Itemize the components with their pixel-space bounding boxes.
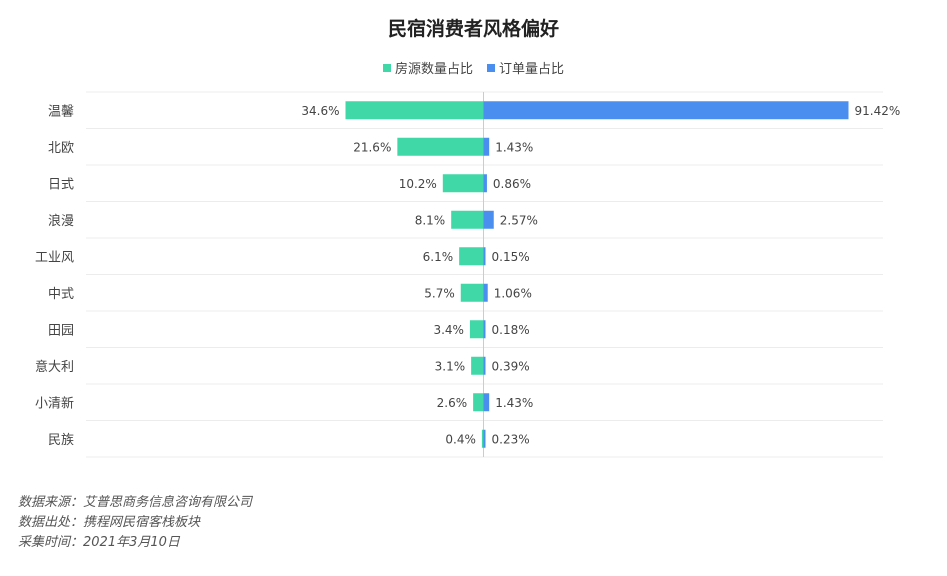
data-label-orders: 0.15% bbox=[492, 250, 530, 264]
data-label-listings: 8.1% bbox=[415, 213, 446, 227]
chart-legend: 房源数量占比 订单量占比 bbox=[0, 58, 947, 77]
data-label-orders: 91.42% bbox=[855, 104, 901, 118]
data-label-listings: 6.1% bbox=[423, 250, 454, 264]
data-label-listings: 21.6% bbox=[353, 140, 391, 154]
data-label-orders: 1.43% bbox=[495, 396, 533, 410]
bar-orders bbox=[483, 247, 486, 266]
bar-orders bbox=[483, 101, 849, 120]
bar-orders bbox=[483, 210, 494, 229]
data-label-orders: 1.06% bbox=[494, 286, 532, 300]
footer-origin: 数据出处：携程网民宿客栈板块 bbox=[18, 515, 201, 530]
bar-listings bbox=[459, 247, 484, 266]
bar-orders bbox=[483, 320, 486, 339]
bar-orders bbox=[483, 174, 487, 193]
bar-orders bbox=[483, 356, 486, 375]
data-label-orders: 0.23% bbox=[492, 432, 530, 446]
bar-listings bbox=[442, 174, 484, 193]
data-label-listings: 2.6% bbox=[437, 396, 468, 410]
category-label: 民族 bbox=[48, 432, 74, 448]
category-label: 工业风 bbox=[35, 250, 74, 265]
legend-item-listings[interactable]: 房源数量占比 bbox=[382, 58, 473, 77]
bar-orders bbox=[483, 429, 486, 448]
footer-date: 采集时间：2021年3月10日 bbox=[18, 535, 180, 550]
category-label: 小清新 bbox=[35, 395, 74, 411]
data-label-orders: 2.57% bbox=[500, 213, 538, 227]
data-label-orders: 0.18% bbox=[492, 323, 530, 337]
legend-swatch-orders bbox=[487, 63, 495, 72]
footer-notes: 数据来源：艾普思商务信息咨询有限公司 数据出处：携程网民宿客栈板块 采集时间：2… bbox=[18, 493, 252, 553]
data-label-orders: 0.86% bbox=[493, 177, 531, 191]
category-label: 浪漫 bbox=[48, 214, 74, 229]
bar-listings bbox=[481, 429, 484, 448]
legend-swatch-listings bbox=[382, 63, 391, 72]
bar-listings bbox=[451, 210, 484, 229]
bar-orders bbox=[483, 137, 490, 156]
data-label-listings: 3.1% bbox=[435, 359, 466, 373]
bar-listings bbox=[473, 393, 484, 412]
footer-source: 数据来源：艾普思商务信息咨询有限公司 bbox=[18, 495, 253, 510]
category-label: 意大利 bbox=[35, 359, 74, 375]
data-label-listings: 34.6% bbox=[301, 104, 339, 118]
bar-orders bbox=[483, 393, 490, 412]
legend-label-listings: 房源数量占比 bbox=[394, 62, 473, 77]
category-label: 中式 bbox=[48, 287, 74, 302]
chart-title: 民宿消费者风格偏好 bbox=[387, 18, 559, 40]
data-label-orders: 0.39% bbox=[492, 359, 530, 373]
bar-listings bbox=[460, 283, 484, 302]
bar-listings bbox=[397, 137, 484, 156]
diverging-bar-chart: 温馨 34.6% 91.42% 北欧 21.6% 1.43% 日式 10.2% 0.86% 浪漫 8… bbox=[35, 91, 901, 458]
data-label-listings: 5.7% bbox=[424, 286, 455, 300]
legend-label-orders: 订单量占比 bbox=[499, 62, 565, 77]
category-label: 田园 bbox=[48, 323, 74, 338]
category-label: 温馨 bbox=[48, 103, 74, 119]
data-label-listings: 10.2% bbox=[399, 177, 437, 191]
bar-listings bbox=[345, 101, 484, 120]
category-label: 日式 bbox=[48, 177, 74, 192]
legend-item-orders[interactable]: 订单量占比 bbox=[487, 58, 564, 77]
bar-listings bbox=[471, 356, 484, 375]
bar-orders bbox=[483, 283, 488, 302]
data-label-listings: 0.4% bbox=[445, 432, 476, 446]
data-label-orders: 1.43% bbox=[495, 140, 533, 154]
data-label-listings: 3.4% bbox=[433, 323, 464, 337]
bar-listings bbox=[469, 320, 484, 339]
category-label: 北欧 bbox=[48, 141, 74, 156]
